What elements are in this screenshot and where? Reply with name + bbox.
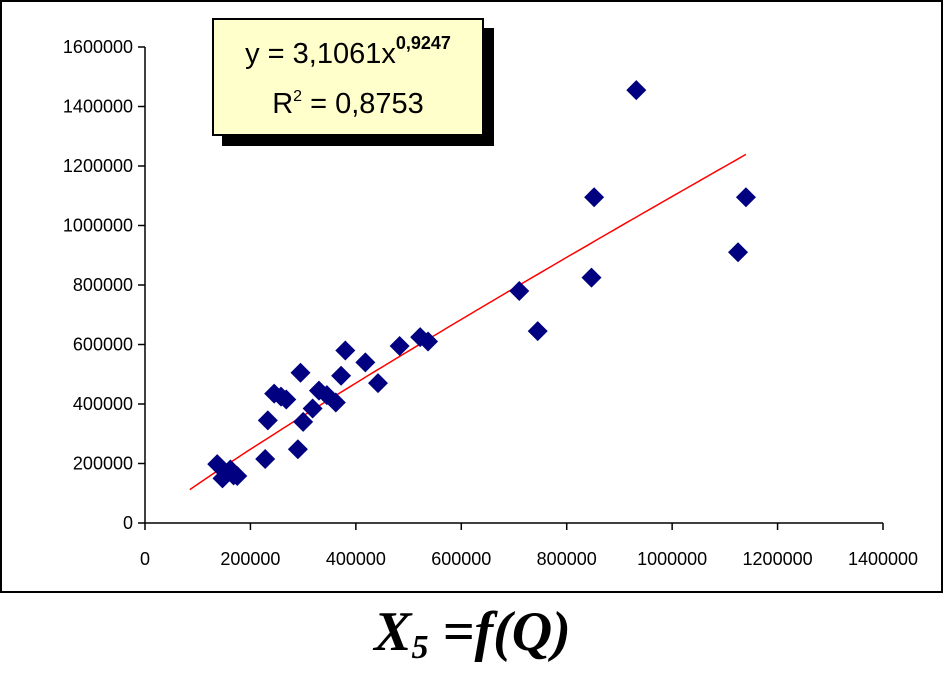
y-tick-label: 0 xyxy=(123,513,133,533)
data-point xyxy=(581,267,602,288)
x-tick-label: 1400000 xyxy=(848,549,918,569)
data-point xyxy=(325,392,346,413)
data-point xyxy=(527,321,548,342)
trend-line xyxy=(189,153,747,491)
x-tick-label: 800000 xyxy=(537,549,597,569)
equation-box: y = 3,1061x0,9247 R2 = 0,8753 xyxy=(212,18,484,136)
data-point xyxy=(227,465,248,486)
scatter-plot: 0 200000 400000 600000 800000 1000000 1200000 1… xyxy=(63,37,918,569)
r-squared-label: R xyxy=(272,88,294,120)
data-point xyxy=(255,449,276,470)
x-tick-label: 600000 xyxy=(431,549,491,569)
data-point xyxy=(335,340,356,361)
equation-exponent: 0,9247 xyxy=(395,33,451,53)
data-point xyxy=(389,335,410,356)
data-point xyxy=(293,411,314,432)
data-point xyxy=(367,373,388,394)
data-point xyxy=(584,187,605,208)
y-tick-label: 400000 xyxy=(73,394,133,414)
caption-main: X xyxy=(374,601,412,663)
chart-frame: 0 200000 400000 600000 800000 1000000 1200000 1… xyxy=(0,0,943,593)
equation-text: y = 3,1061x xyxy=(245,38,396,70)
data-point xyxy=(626,80,647,101)
r-squared-line: R2 = 0,8753 xyxy=(214,88,482,120)
data-point xyxy=(302,398,323,419)
data-point xyxy=(287,439,308,460)
x-tick-label: 200000 xyxy=(220,549,280,569)
figure-caption: X5 =f(Q) xyxy=(0,600,945,667)
x-tick-label: 400000 xyxy=(326,549,386,569)
y-tick-label: 1600000 xyxy=(63,37,133,57)
data-point xyxy=(290,362,311,383)
data-point xyxy=(257,410,278,431)
equation-line: y = 3,1061x0,9247 xyxy=(214,34,482,70)
data-point xyxy=(355,352,376,373)
y-tick-label: 1200000 xyxy=(63,156,133,176)
data-point xyxy=(331,365,352,386)
y-tick-label: 200000 xyxy=(73,454,133,474)
r-squared-superscript: 2 xyxy=(293,88,303,105)
y-tick-label: 600000 xyxy=(73,335,133,355)
y-tick-label: 800000 xyxy=(73,275,133,295)
data-point xyxy=(509,280,530,301)
data-point xyxy=(728,242,749,263)
y-tick-label: 1000000 xyxy=(63,216,133,236)
r-squared-value: = 0,8753 xyxy=(302,88,424,120)
x-tick-label: 1200000 xyxy=(743,549,813,569)
data-point xyxy=(735,187,756,208)
x-tick-label: 1000000 xyxy=(637,549,707,569)
data-point xyxy=(418,331,439,352)
caption-rest: =f(Q) xyxy=(428,601,571,663)
caption-subscript: 5 xyxy=(411,629,429,666)
data-point xyxy=(276,389,297,410)
x-tick-label: 0 xyxy=(140,549,150,569)
y-tick-label: 1400000 xyxy=(63,97,133,117)
